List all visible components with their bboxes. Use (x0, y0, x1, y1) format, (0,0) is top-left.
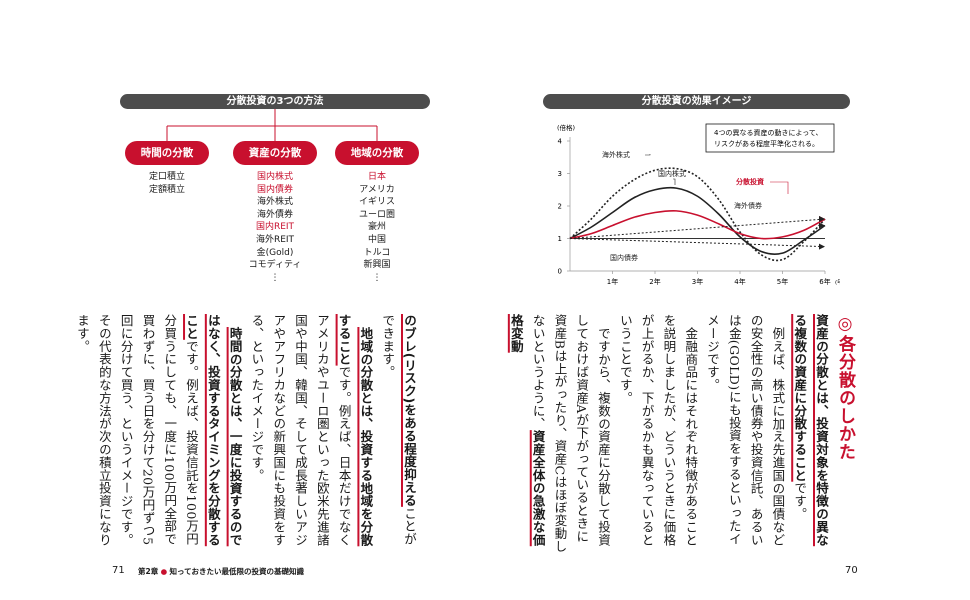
category-item: 海外債券 (256, 209, 293, 220)
category-item: 金(Gold) (256, 247, 294, 258)
p3: 金融商品にはそれぞれ特徴があることを説明しましたが、どういうときに価格が上がるか… (617, 314, 699, 547)
chart-title: 分散投資の効果イメージ (543, 94, 850, 109)
category-item: ⋮ (372, 272, 382, 283)
x-tick-label: 2年 (649, 277, 660, 286)
y-tick-label: 0 (558, 268, 562, 276)
x-tick-label: 1年 (607, 277, 618, 286)
series-label: 国内株式 (658, 169, 686, 178)
series-arrowhead (819, 243, 825, 250)
series-label: 海外債券 (734, 201, 762, 210)
annotation-box (705, 123, 835, 153)
series-line (569, 218, 826, 239)
region-items: 日本アメリカイギリス ユーロ圏豪州 中国トルコ新興国 ⋮ (332, 171, 422, 284)
category-item: イギリス (358, 197, 395, 208)
category-item: トルコ (363, 247, 391, 258)
category-item: アメリカ (359, 184, 395, 195)
x-tick-label: 3年 (692, 277, 703, 286)
x-unit-label: (年数) (835, 278, 840, 286)
series-label: 分散投資 (736, 177, 764, 186)
right-body-text: 資産の分散とは、投資対象を特徴の異なる複数の資産に分散することです。 例えば、株… (508, 314, 829, 553)
category-item: 定口積立 (148, 172, 185, 182)
region-def: 地域の分散とは、投資する地域を分散すること (336, 314, 374, 546)
x-tick-label: 5年 (777, 277, 788, 286)
category-region: 地域の分散 (335, 141, 419, 165)
category-item: 豪州 (367, 222, 386, 233)
x-tick-label: 6年 (819, 277, 830, 286)
chapter-footer: 第2章 ● 知っておきたい最低限の投資の基礎知識 (138, 567, 304, 576)
asset-def: 資産の分散とは、投資対象を特徴の異なる複数の資産に分散すること (792, 314, 829, 547)
section-heading: ◎各分散のしかた (835, 314, 855, 461)
asset-items: 国内株式国内債券海外株式 海外債券国内REIT 海外REIT 金(Gold) コモディテ… (230, 171, 320, 284)
p2: 例えば、株式に加え先進国の国債などの安全性の高い債券や投資信託、あるいは金(GO… (705, 314, 786, 547)
category-item: コモディティ (248, 260, 302, 271)
category-item: 国内債券 (256, 184, 293, 195)
time-items: 定口積立 定額積立 (122, 171, 212, 196)
category-item: ⋮ (270, 272, 280, 283)
category-item: 国内REIT (255, 222, 295, 233)
series-arrowhead (819, 216, 825, 222)
left-figure-title: 分散投資の3つの方法 (120, 94, 430, 109)
series-leader (770, 181, 789, 194)
y-tick-label: 4 (558, 138, 563, 146)
series-line (569, 238, 826, 248)
series-line (569, 186, 826, 255)
series-label: 海外株式 (602, 150, 630, 159)
series-line (569, 209, 826, 240)
y-tick-label: 1 (558, 235, 562, 243)
y-axis-label: (倍格) (557, 123, 575, 132)
left-body-text: のブレ(リスク)をある程度抑えることができます。 地域の分散とは、投資する地域を… (75, 314, 417, 547)
page-number-left: 71 (112, 565, 125, 576)
effect-chart: (倍格) 0 1 2 3 4 1年 2年 3年 4年 5年 6年 (年数) 海外株式国内株式分散投資… (557, 123, 840, 286)
category-asset: 資産の分散 (233, 141, 317, 165)
time-def: 時間の分散とは、一度に投資するのではなく、投資するタイミングを分散すること (184, 314, 243, 547)
category-item: 海外REIT (255, 234, 295, 245)
series-arrowhead (819, 222, 825, 229)
category-item: 定額積立 (148, 184, 185, 195)
series-leader (645, 154, 651, 156)
category-item: 海外株式 (256, 197, 293, 208)
category-item: 日本 (367, 172, 386, 182)
category-item: 国内株式 (256, 172, 293, 182)
category-item: ユーロ圏 (358, 209, 395, 220)
annotation-line-1: 4つの異なる資産の動きによって、 (714, 128, 823, 137)
x-tick-label: 4年 (734, 277, 745, 286)
series-leader (673, 178, 676, 185)
y-tick-label: 2 (558, 203, 562, 211)
category-item: 中国 (367, 234, 386, 245)
page-number-right: 70 (845, 565, 858, 576)
y-tick-label: 3 (558, 170, 562, 178)
category-item: 新興国 (363, 260, 391, 271)
series-label: 国内債券 (610, 253, 638, 262)
category-time: 時間の分散 (125, 141, 209, 165)
annotation-line-2: リスクがある程度平準化される。 (714, 139, 819, 148)
